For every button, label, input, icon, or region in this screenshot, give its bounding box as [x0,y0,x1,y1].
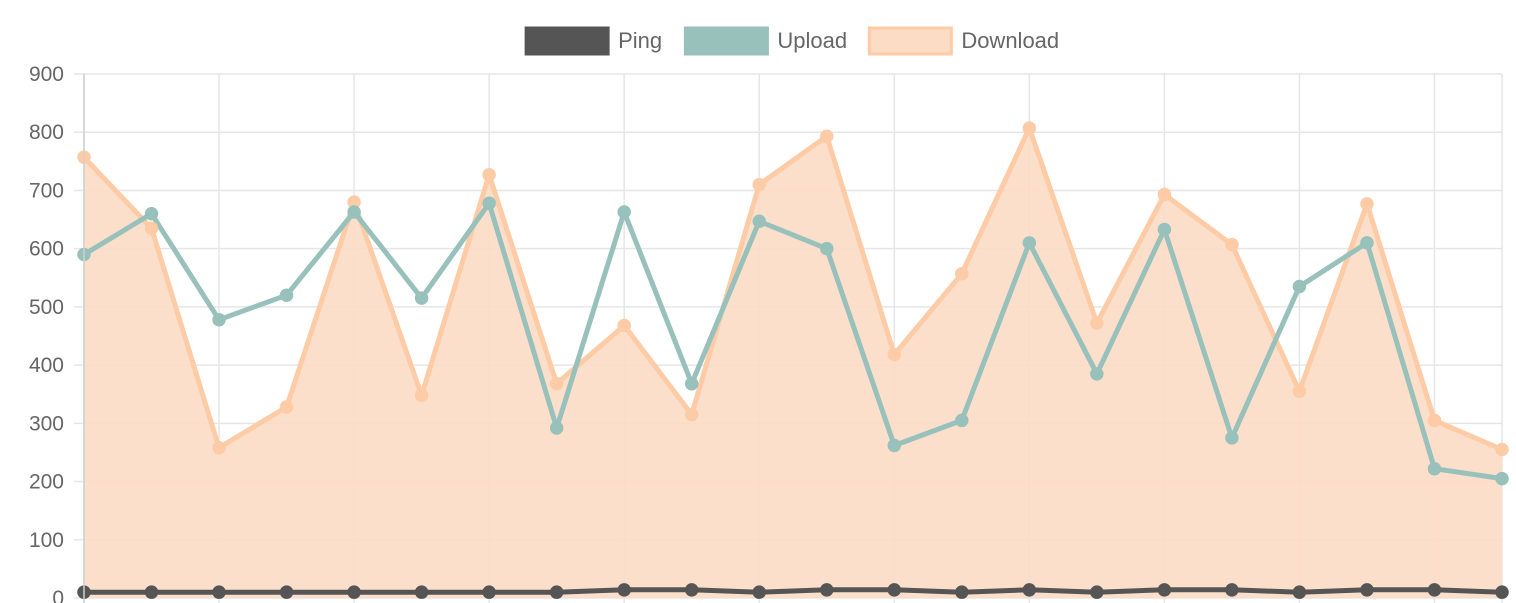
data-point-download-9 [684,407,699,422]
data-point-upload-3 [279,288,294,302]
data-point-upload-1 [144,206,159,221]
data-point-download-11 [820,129,834,144]
data-point-ping-14 [1022,583,1037,597]
data-point-ping-4 [347,585,361,599]
data-point-download-17 [1225,237,1239,252]
y-axis: 0 100 200 300 400 500 600 700 800 900 [29,63,85,603]
data-point-ping-15 [1090,585,1104,599]
data-point-upload-6 [482,196,496,211]
data-point-ping-1 [144,585,159,599]
data-point-ping-8 [617,583,631,597]
series-points [77,121,1509,599]
data-point-upload-2 [212,312,226,327]
series-line-download [82,125,1503,452]
data-point-ping-19 [1360,583,1374,597]
data-point-ping-7 [549,585,564,599]
data-point-upload-12 [887,438,902,453]
data-point-upload-8 [617,205,631,219]
data-point-ping-17 [1225,583,1239,597]
data-point-upload-16 [1157,222,1172,237]
data-point-upload-15 [1090,367,1104,381]
data-point-upload-4 [347,205,361,219]
legend-label-ping: Ping [618,28,662,53]
data-point-download-6 [482,167,496,182]
data-point-upload-13 [955,413,969,428]
y-tick-label-400: 400 [29,354,64,377]
data-point-upload-18 [1292,279,1307,294]
data-point-ping-20 [1427,583,1442,597]
area-fills [84,128,1502,598]
y-tick-label-0: 0 [52,587,64,603]
y-tick-label-100: 100 [29,529,64,552]
data-point-ping-9 [684,583,699,597]
series-area-download [84,128,1502,598]
data-point-download-10 [752,177,766,192]
series-line-upload [82,200,1503,482]
data-point-ping-18 [1292,585,1307,599]
data-point-ping-16 [1157,583,1172,597]
legend-label-download: Download [961,28,1059,53]
data-point-ping-21 [1495,585,1509,599]
y-tick-label-500: 500 [29,296,64,319]
data-point-upload-20 [1427,461,1442,476]
data-point-download-15 [1090,316,1104,330]
data-point-download-20 [1427,413,1442,428]
data-point-ping-10 [752,585,766,599]
data-point-download-12 [887,347,902,362]
data-point-upload-21 [1495,471,1509,486]
data-point-upload-17 [1225,431,1239,445]
y-tick-label-700: 700 [29,179,64,202]
data-point-download-7 [549,376,564,391]
data-point-upload-10 [752,214,766,229]
data-point-download-18 [1292,384,1307,399]
y-tick-label-900: 900 [29,63,64,86]
data-point-ping-13 [955,585,969,599]
series-lines [82,125,1503,595]
legend-swatch-ping [524,26,610,56]
data-point-download-19 [1360,197,1374,211]
data-point-upload-5 [414,291,429,305]
legend-swatch-upload [683,26,769,56]
data-point-ping-2 [212,585,226,599]
data-point-upload-19 [1360,236,1374,250]
data-point-ping-12 [887,583,902,597]
y-tick-label-300: 300 [29,412,64,435]
data-point-download-8 [617,318,631,333]
y-tick-label-200: 200 [29,471,64,494]
y-tick-label-800: 800 [29,121,64,144]
data-point-download-14 [1022,121,1037,135]
legend: Ping Upload Download [524,26,1059,56]
data-point-download-5 [414,388,429,403]
data-point-download-1 [144,221,159,236]
data-point-upload-14 [1022,236,1037,250]
data-point-upload-7 [549,421,564,435]
data-point-download-21 [1495,442,1509,457]
data-point-download-13 [955,266,969,281]
data-point-download-16 [1157,187,1172,202]
data-point-download-3 [279,400,294,414]
data-point-upload-11 [820,241,834,256]
data-point-ping-11 [820,583,834,597]
data-point-download-2 [212,441,226,455]
data-point-ping-6 [482,585,496,599]
data-point-upload-9 [684,376,699,391]
legend-swatch-download [867,26,953,56]
legend-label-upload: Upload [777,28,847,53]
y-tick-label-600: 600 [29,238,64,261]
data-point-ping-5 [414,585,429,599]
data-point-ping-3 [279,585,294,599]
series-line-ping [84,587,1503,595]
